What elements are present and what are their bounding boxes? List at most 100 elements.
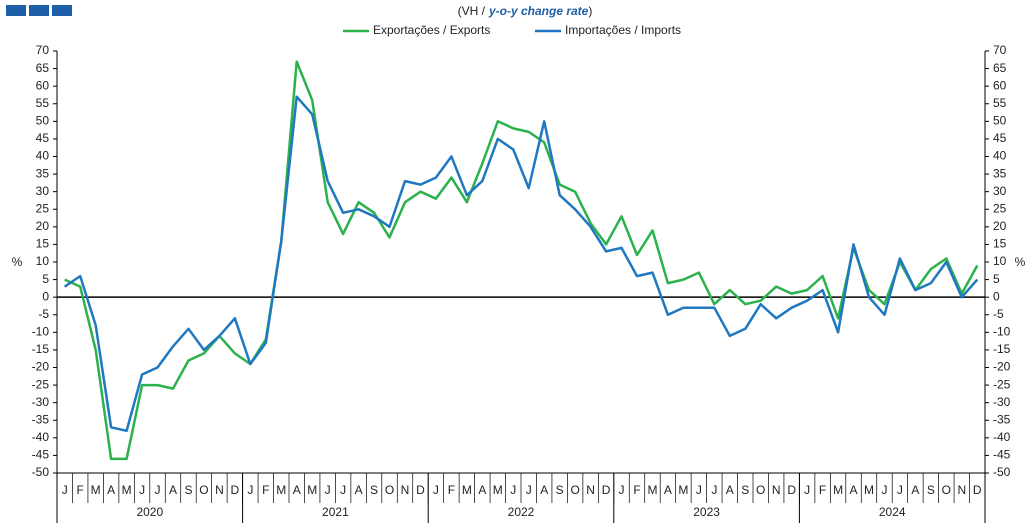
logo-block	[52, 5, 72, 16]
y-tick-label: 30	[36, 184, 50, 198]
y-tick-label: 60	[993, 78, 1007, 92]
y-tick-label: -35	[32, 412, 50, 426]
year-label: 2020	[136, 505, 163, 519]
x-tick-label: N	[586, 483, 595, 497]
x-tick-label: N	[772, 483, 781, 497]
x-tick-label: S	[741, 483, 749, 497]
y-tick-label: 40	[993, 149, 1007, 163]
series-line	[64, 60, 979, 461]
x-tick-label: N	[957, 483, 966, 497]
y-tick-label: 0	[42, 289, 49, 303]
x-tick-label: A	[293, 483, 301, 497]
y-tick-label: 0	[993, 289, 1000, 303]
y-tick-label: 35	[36, 166, 50, 180]
x-tick-label: M	[276, 483, 286, 497]
y-axis-label: %	[12, 255, 23, 269]
x-tick-label: A	[726, 483, 734, 497]
y-tick-label: -20	[993, 360, 1011, 374]
y-tick-label: 10	[993, 254, 1007, 268]
y-tick-label: -45	[32, 448, 50, 462]
y-tick-label: -5	[993, 307, 1004, 321]
x-tick-label: J	[62, 483, 68, 497]
x-tick-label: J	[897, 483, 903, 497]
y-tick-label: 45	[993, 131, 1007, 145]
x-tick-label: S	[927, 483, 935, 497]
legend-label: Exportações / Exports	[373, 23, 490, 37]
x-tick-label: M	[833, 483, 843, 497]
chart-title: (VH / y-o-y change rate)	[458, 4, 593, 18]
x-tick-label: M	[864, 483, 874, 497]
y-tick-label: 50	[993, 114, 1007, 128]
x-tick-label: J	[804, 483, 810, 497]
x-tick-label: A	[911, 483, 919, 497]
y-tick-label: 40	[36, 149, 50, 163]
y-tick-label: 25	[993, 201, 1007, 215]
y-tick-label: -30	[993, 395, 1011, 409]
y-tick-label: -15	[993, 342, 1011, 356]
x-tick-label: S	[370, 483, 378, 497]
y-tick-label: 55	[36, 96, 50, 110]
x-tick-label: A	[540, 483, 548, 497]
logo-block	[29, 5, 49, 16]
title-part: (VH /	[458, 4, 486, 18]
y-tick-label: 65	[36, 61, 50, 75]
x-tick-label: M	[493, 483, 503, 497]
x-tick-label: M	[678, 483, 688, 497]
x-tick-label: F	[448, 483, 455, 497]
y-tick-label: 5	[42, 272, 49, 286]
x-tick-label: S	[184, 483, 192, 497]
x-tick-label: O	[756, 483, 765, 497]
x-tick-label: M	[307, 483, 317, 497]
x-tick-label: J	[881, 483, 887, 497]
x-tick-label: D	[973, 483, 982, 497]
y-tick-label: -25	[32, 377, 50, 391]
y-tick-label: 5	[993, 272, 1000, 286]
x-tick-label: F	[819, 483, 826, 497]
y-tick-label: 10	[36, 254, 50, 268]
x-tick-label: D	[787, 483, 796, 497]
y-tick-label: -15	[32, 342, 50, 356]
y-tick-label: -10	[993, 325, 1011, 339]
y-tick-label: -20	[32, 360, 50, 374]
x-tick-label: M	[462, 483, 472, 497]
series-line	[63, 95, 979, 433]
y-tick-label: 30	[993, 184, 1007, 198]
x-tick-label: J	[711, 483, 717, 497]
year-label: 2021	[322, 505, 349, 519]
x-tick-label: M	[91, 483, 101, 497]
x-tick-label: S	[556, 483, 564, 497]
x-tick-label: O	[199, 483, 208, 497]
y-tick-label: 70	[993, 43, 1007, 57]
x-tick-label: D	[602, 483, 611, 497]
title-part: )	[588, 4, 592, 18]
x-tick-label: O	[942, 483, 951, 497]
y-tick-label: -25	[993, 377, 1011, 391]
y-tick-label: 50	[36, 114, 50, 128]
x-tick-label: J	[619, 483, 625, 497]
year-label: 2023	[693, 505, 720, 519]
y-tick-label: 65	[993, 61, 1007, 75]
y-tick-label: -50	[32, 465, 50, 479]
y-tick-label: -50	[993, 465, 1011, 479]
x-tick-label: J	[696, 483, 702, 497]
x-tick-label: N	[215, 483, 224, 497]
title-part: y-o-y change rate	[488, 4, 589, 18]
y-tick-label: -40	[32, 430, 50, 444]
x-tick-label: J	[433, 483, 439, 497]
x-tick-label: M	[647, 483, 657, 497]
y-tick-label: 15	[993, 237, 1007, 251]
x-tick-label: O	[570, 483, 579, 497]
x-tick-label: J	[247, 483, 253, 497]
y-tick-label: 35	[993, 166, 1007, 180]
y-tick-label: 20	[36, 219, 50, 233]
x-tick-label: A	[355, 483, 363, 497]
y-axis-label: %	[1015, 255, 1026, 269]
x-tick-label: F	[262, 483, 269, 497]
x-tick-label: D	[416, 483, 425, 497]
x-tick-label: J	[526, 483, 532, 497]
x-tick-label: J	[155, 483, 161, 497]
y-tick-label: 70	[36, 43, 50, 57]
y-tick-label: 55	[993, 96, 1007, 110]
y-tick-label: 60	[36, 78, 50, 92]
